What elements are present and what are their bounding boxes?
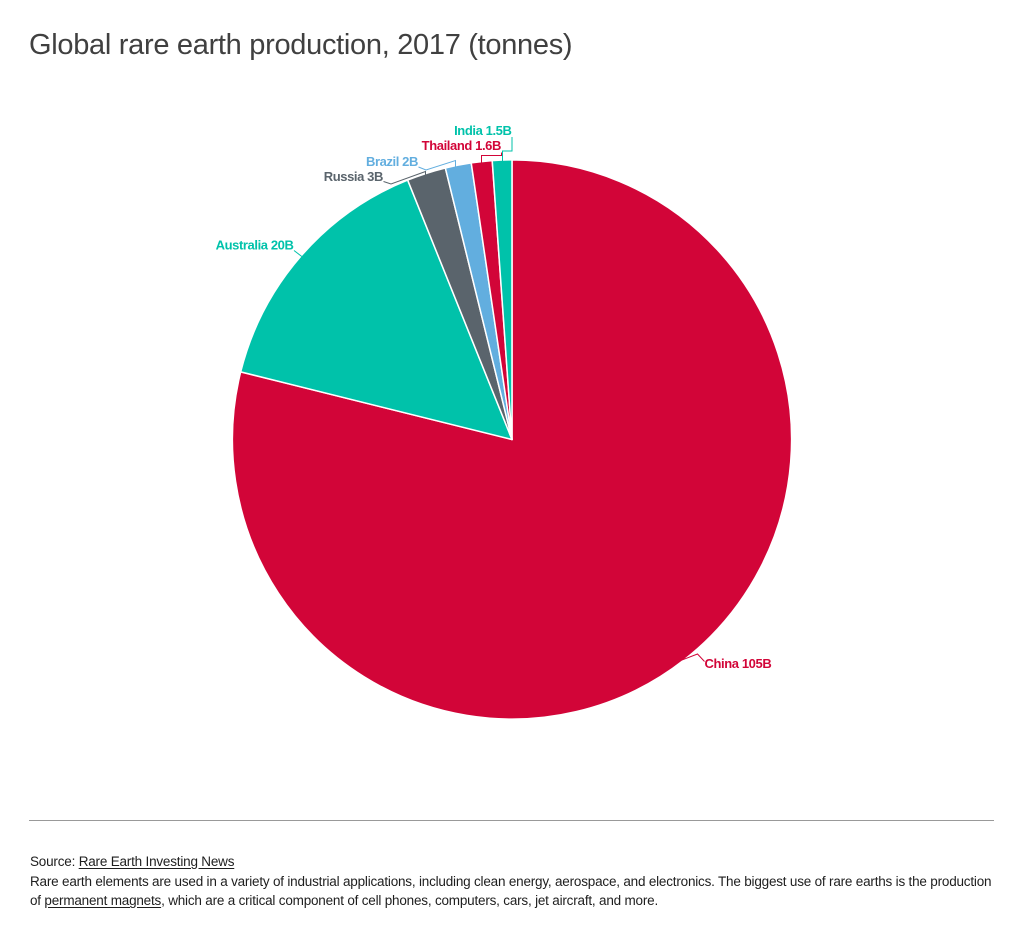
svg-text:India 1.5B: India 1.5B [454, 123, 511, 138]
svg-text:Brazil 2B: Brazil 2B [366, 154, 418, 169]
svg-text:Russia 3B: Russia 3B [324, 169, 383, 184]
svg-text:Thailand 1.6B: Thailand 1.6B [422, 138, 501, 153]
svg-text:China 105B: China 105B [705, 656, 772, 671]
svg-text:Australia 20B: Australia 20B [216, 238, 294, 253]
